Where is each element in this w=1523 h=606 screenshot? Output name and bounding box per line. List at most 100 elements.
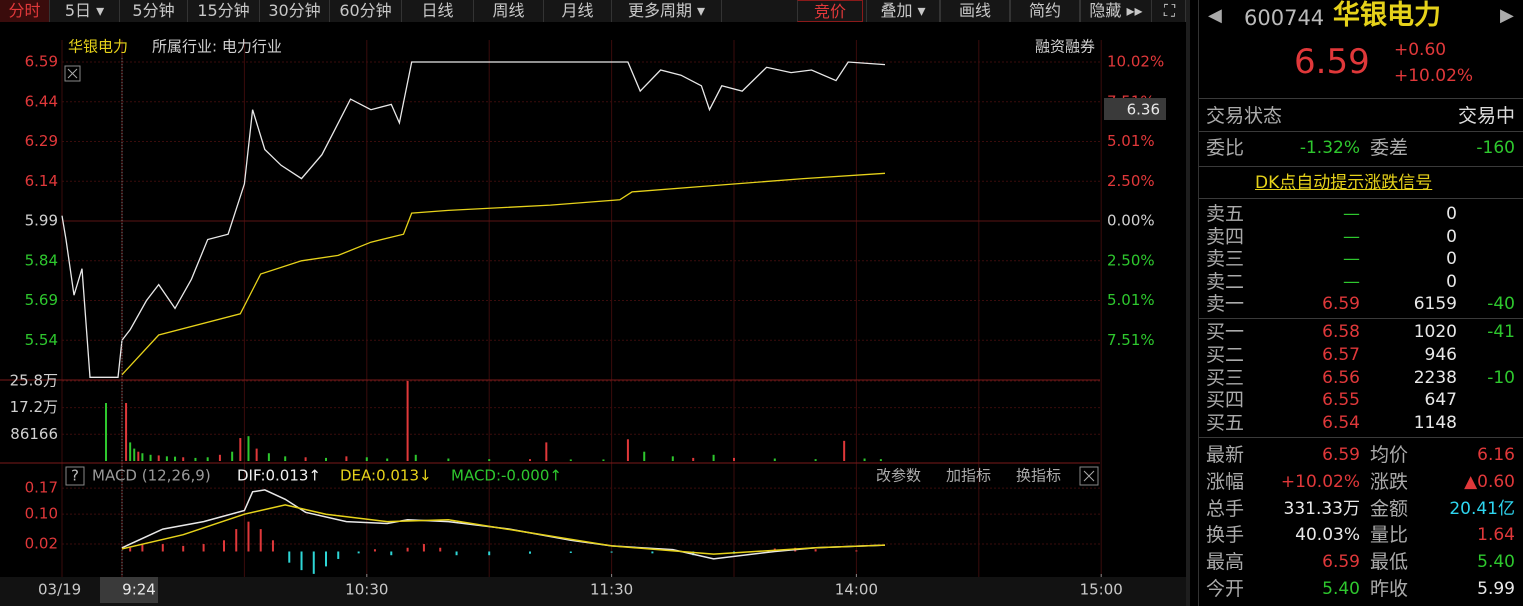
volume-bar [105,403,107,461]
line [1199,166,1523,167]
fullscreen-button[interactable]: ⛶ [1154,0,1186,22]
toolbar-button[interactable]: 30分钟 [260,0,330,22]
volume-bar [133,448,136,461]
book-delta: -10 [1487,368,1515,388]
x-tick-label: 15:00 [1080,581,1123,599]
book-label: 卖四 [1206,226,1245,248]
stat-value: 331.33万 [1283,498,1360,519]
stat-label: 涨幅 [1206,470,1245,493]
volume-bar [414,454,417,461]
cursor-price: 6.36 [1127,101,1160,119]
book-volume: 2238 [1413,368,1457,388]
macd-name: MACD (12,26,9) [92,467,211,485]
toolbar-button[interactable]: 叠加 ▾ [866,0,940,22]
book-volume: 1148 [1413,413,1457,433]
book-price: 6.55 [1322,390,1360,410]
volume-bar [447,458,450,461]
book-label: 卖一 [1206,293,1245,315]
help: ? [71,467,79,485]
toolbar-button[interactable]: 隐藏 ▸▸ [1080,0,1152,22]
stat-value: 6.59 [1322,445,1360,465]
toolbar-button[interactable]: 月线 [544,0,612,22]
toolbar-button[interactable]: 更多周期 ▾ [612,0,722,22]
y-tick-label: 6.29 [25,132,58,150]
stat-label: 涨跌 [1370,470,1409,493]
volume-bar [843,440,846,461]
book-volume: 0 [1446,227,1457,247]
stat-label: 换手 [1206,524,1245,547]
status-label: 交易状态 [1206,105,1283,127]
y-tick-label: 0.02 [25,535,58,553]
toolbar-button[interactable]: 简约 [1010,0,1080,22]
volume-bar [255,448,258,461]
y-tick-label: 86166 [10,425,58,443]
toolbar-button[interactable]: 60分钟 [330,0,402,22]
volume-bar [157,455,160,461]
volume-bar [488,459,491,461]
volume-bar [545,442,548,461]
stat-label: 今开 [1206,578,1245,600]
wb: -1.32% [1299,138,1360,158]
indicator-action[interactable]: 改参数 [876,467,921,485]
volume-bar [206,457,209,461]
y-tick-label: 6.59 [25,53,58,71]
book-price: — [1343,204,1360,224]
book-label: 买三 [1206,367,1245,389]
y-tick-label: 25.8万 [10,372,58,390]
stock-code: 600744 [1244,6,1325,30]
line [1199,198,1523,199]
volume-bar [602,459,605,461]
close-box [64,65,81,82]
toolbar-button[interactable]: 15分钟 [188,0,260,22]
toolbar-button[interactable]: 画线 [940,0,1010,22]
close-box [1079,466,1099,486]
book-volume: 0 [1446,204,1457,224]
volume-bar [406,381,409,461]
date-label: 03/19 [38,581,81,599]
volume-bar [345,456,348,461]
prev-arrow[interactable]: ◀ [1208,5,1222,26]
indicator-action[interactable]: 加指标 [946,467,991,485]
line [1199,437,1523,438]
volume-bar [569,459,572,461]
stat-label: 最高 [1206,551,1245,574]
toolbar-button[interactable]: 竞价 [797,0,863,22]
x-tick-label: 14:00 [835,581,878,599]
close-icon [1083,470,1095,482]
book-label: 买一 [1206,321,1245,343]
axis-bg [0,577,1190,606]
book-volume: 0 [1446,249,1457,269]
book-price: 6.58 [1322,322,1360,342]
toolbar-button[interactable]: 周线 [474,0,544,22]
book-delta: -40 [1487,294,1515,314]
book-price: 6.57 [1322,345,1360,365]
volume-bar [239,438,242,461]
volume-bar [671,456,674,461]
book-volume: 0 [1446,272,1457,292]
pct-label: 10.02% [1107,53,1164,71]
next-arrow[interactable]: ▶ [1500,5,1514,26]
stat-value: ▲0.60 [1464,471,1515,492]
help-box [65,466,85,486]
signal-link[interactable]: DK点自动提示涨跌信号 [1255,173,1433,193]
dea-value: DEA:0.013↓ [340,467,432,485]
dif-value: DIF:0.013↑ [237,467,321,485]
x-tick-label: 10:30 [345,581,388,599]
toolbar-button[interactable]: 5日 ▾ [50,0,120,22]
indicator-action[interactable]: 换指标 [1016,467,1061,485]
toolbar-button[interactable]: 5分钟 [120,0,188,22]
stat-value: 1.64 [1477,525,1515,546]
book-delta: -41 [1487,322,1515,342]
toolbar-button[interactable]: 日线 [402,0,474,22]
dea-line [121,504,886,555]
y-tick-label: 5.99 [25,212,58,230]
volume-bar [218,454,221,461]
book-price: — [1343,227,1360,247]
book-label: 卖五 [1206,203,1245,225]
y-tick-label: 6.44 [25,92,58,110]
y-tick-label: 5.84 [25,251,58,269]
stat-label: 量比 [1370,524,1409,547]
y-tick-label: 5.69 [25,291,58,309]
toolbar-button[interactable]: 分时 [0,0,50,22]
volume-bar [284,456,287,461]
